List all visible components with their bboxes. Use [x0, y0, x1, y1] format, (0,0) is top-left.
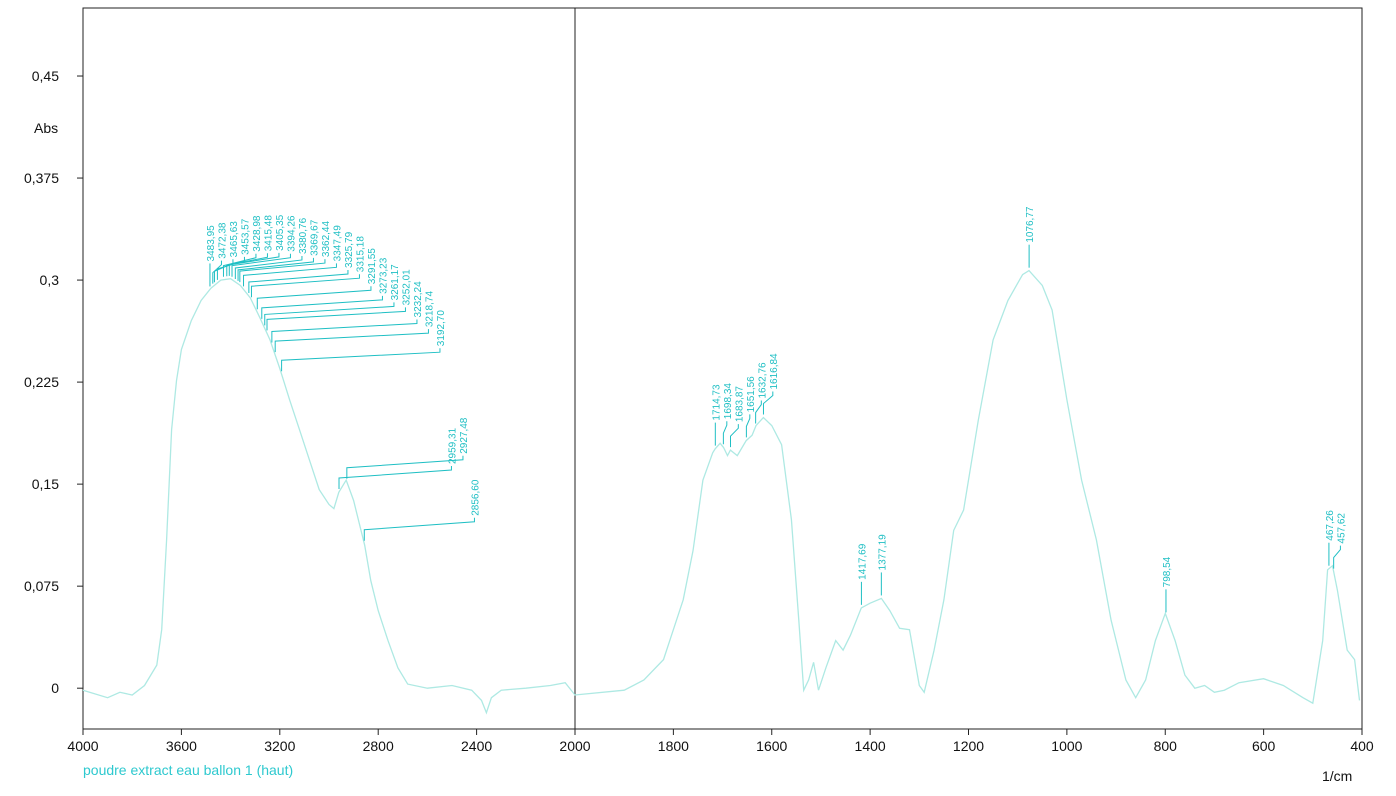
y-tick-label: 0,15: [32, 476, 59, 492]
peak-label: 1683,87: [734, 386, 745, 423]
x-tick-label: 1200: [953, 738, 984, 754]
x-tick-label: 2000: [559, 738, 590, 754]
peak-label: 798,54: [1162, 556, 1173, 587]
x-tick-label: 400: [1350, 738, 1374, 754]
x-tick-label: 2400: [461, 738, 492, 754]
peak-label: 3291,55: [367, 248, 378, 285]
peak-label: 1714,73: [711, 384, 722, 421]
x-tick-label: 2800: [363, 738, 394, 754]
y-tick-label: 0: [51, 680, 59, 696]
peak-label: 2927,48: [459, 417, 470, 454]
peak-label: 3415,48: [263, 215, 274, 252]
peak-label: 3315,18: [355, 236, 366, 273]
peak-marker: [231, 253, 291, 277]
peak-marker: [256, 286, 372, 310]
peak-marker: [722, 421, 728, 445]
peak-marker: [261, 295, 383, 319]
x-tick-label: 600: [1252, 738, 1276, 754]
peak-label: 1616,84: [769, 353, 780, 390]
peak-marker: [237, 257, 314, 281]
peak-label: 1698,34: [723, 383, 734, 420]
peak-label: 3232,24: [413, 281, 424, 318]
peak-label: 3380,76: [298, 217, 309, 254]
peak-label: 457,62: [1336, 513, 1347, 544]
peak-label: 467,26: [1325, 510, 1336, 541]
peak-marker: [346, 455, 464, 479]
peak-marker: [1333, 545, 1341, 569]
legend-label: poudre extract eau ballon 1 (haut): [83, 762, 293, 778]
peak-label: 3465,63: [229, 221, 240, 258]
x-tick-label: 4000: [67, 738, 98, 754]
peak-marker: [239, 259, 326, 283]
peak-marker: [250, 274, 360, 298]
y-tick-label: 0,45: [32, 68, 59, 84]
peak-label: 2856,60: [470, 479, 481, 516]
peak-marker: [281, 348, 441, 372]
peak-marker: [363, 517, 475, 541]
peak-marker: [745, 414, 751, 438]
peak-label: 3261,17: [390, 264, 401, 301]
x-tick-label: 800: [1154, 738, 1178, 754]
peak-label: 3405,35: [275, 214, 286, 251]
plot-frame: [82, 7, 1363, 730]
x-tick-label: 1600: [756, 738, 787, 754]
peak-marker: [248, 269, 349, 293]
peak-label: 3428,98: [252, 215, 263, 252]
peak-marker: [222, 253, 257, 277]
x-tick-label: 3200: [264, 738, 295, 754]
y-tick-label: 0,075: [24, 578, 59, 594]
peak-label: 3218,74: [424, 291, 435, 328]
peak-label: 3252,01: [401, 269, 412, 306]
peak-label: 3453,57: [240, 218, 251, 255]
peak-label: 1417,69: [857, 543, 868, 580]
peak-label: 1377,19: [877, 534, 888, 571]
y-tick-label: 0,225: [24, 374, 59, 390]
peak-label: 1632,76: [757, 362, 768, 399]
peak-label: 3472,38: [217, 222, 228, 259]
peak-marker: [762, 391, 774, 415]
y-axis-label: Abs: [34, 120, 58, 136]
peak-label: 3273,23: [378, 257, 389, 294]
peak-label: 3394,26: [286, 215, 297, 252]
peak-marker: [266, 307, 406, 331]
peak-marker: [228, 252, 280, 276]
peak-label: 3362,44: [321, 221, 332, 258]
peak-label: 2959,31: [447, 427, 458, 464]
y-tick-label: 0,3: [40, 272, 60, 288]
x-tick-label: 1800: [658, 738, 689, 754]
peak-marker: [243, 263, 337, 287]
spectrum-line: [82, 269, 1361, 715]
peak-label: 3347,49: [332, 225, 343, 262]
peak-marker: [755, 400, 762, 424]
peak-label: 3325,79: [344, 231, 355, 268]
x-tick-label: 1400: [855, 738, 886, 754]
x-axis-label: 1/cm: [1322, 768, 1352, 784]
x-tick-label: 1000: [1051, 738, 1082, 754]
peak-marker: [264, 302, 395, 326]
peak-marker: [338, 466, 452, 490]
x-tick-label: 3600: [166, 738, 197, 754]
peak-label: 1651,56: [746, 376, 757, 413]
peak-marker: [274, 329, 429, 353]
y-tick-label: 0,375: [24, 170, 59, 186]
peak-marker: [234, 255, 303, 279]
peak-marker: [271, 319, 418, 343]
peak-marker: [729, 424, 739, 448]
peak-label: 1076,77: [1025, 206, 1036, 243]
peak-label: 3483,95: [206, 225, 217, 262]
peak-label: 3192,70: [436, 310, 447, 347]
peak-label: 3369,67: [309, 219, 320, 256]
peak-marker: [226, 253, 268, 277]
